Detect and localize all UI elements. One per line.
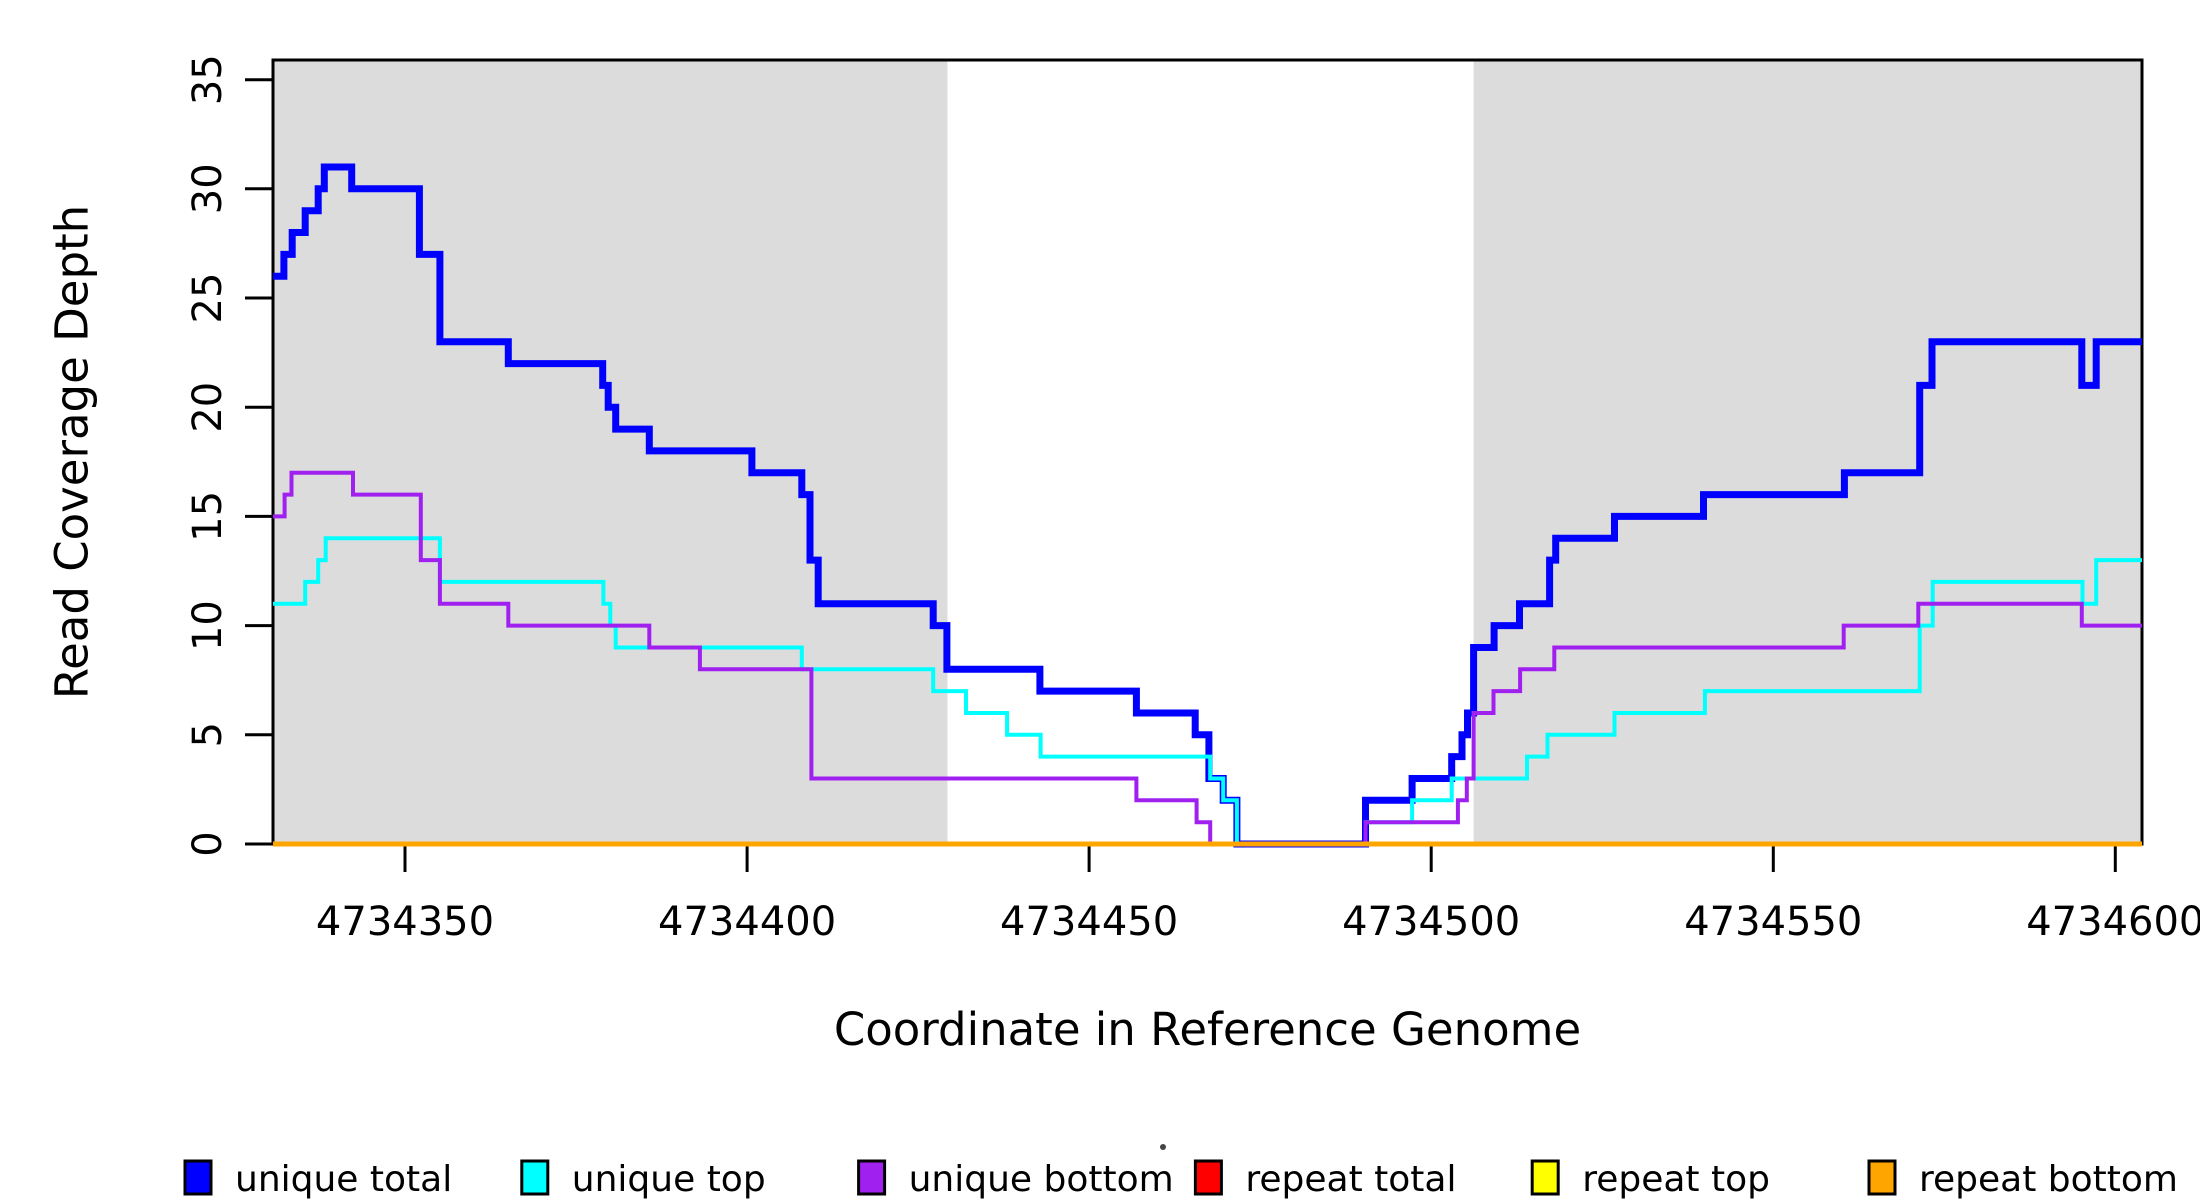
y-axis-title: Read Coverage Depth (46, 205, 99, 699)
y-tick-label: 5 (185, 722, 231, 747)
repeat-region-band-1 (273, 60, 948, 844)
legend-swatch-unique-total (183, 1159, 213, 1196)
legend-swatch-repeat-top (1530, 1159, 1560, 1196)
x-tick-label: 4734350 (316, 899, 494, 945)
stray-dot-artifact (1160, 1144, 1166, 1150)
x-tick-label: 4734600 (2026, 899, 2200, 945)
legend-label: unique total (235, 1159, 452, 1200)
legend-label: unique top (572, 1159, 766, 1200)
y-tick-label: 20 (185, 382, 231, 433)
legend-label: repeat bottom (1919, 1159, 2178, 1200)
y-tick-label: 35 (185, 54, 231, 105)
legend-swatch-repeat-bottom (1867, 1159, 1897, 1196)
repeat-region-band-2 (1473, 60, 2142, 844)
legend-label: repeat top (1582, 1159, 1770, 1200)
y-tick-label: 10 (185, 600, 231, 651)
series-line-unique-top (273, 536, 2142, 846)
y-tick-label: 30 (185, 163, 231, 214)
series-line-unique-bottom (273, 470, 2142, 846)
y-tick-label: 0 (185, 831, 231, 856)
legend-swatch-unique-top (520, 1159, 550, 1196)
series-line-unique-total (273, 163, 2142, 848)
legend-swatch-unique-bottom (857, 1159, 887, 1196)
x-tick-label: 4734400 (658, 899, 836, 945)
legend-swatch-repeat-total (1193, 1159, 1223, 1196)
x-axis-title: Coordinate in Reference Genome (834, 1003, 1581, 1056)
y-tick-label: 25 (185, 273, 231, 324)
x-tick-label: 4734550 (1684, 899, 1862, 945)
legend-label: unique bottom (909, 1159, 1174, 1200)
y-tick-label: 15 (185, 491, 231, 542)
x-tick-label: 4734450 (1000, 899, 1178, 945)
x-tick-label: 4734500 (1342, 899, 1520, 945)
legend-label: repeat total (1245, 1159, 1456, 1200)
